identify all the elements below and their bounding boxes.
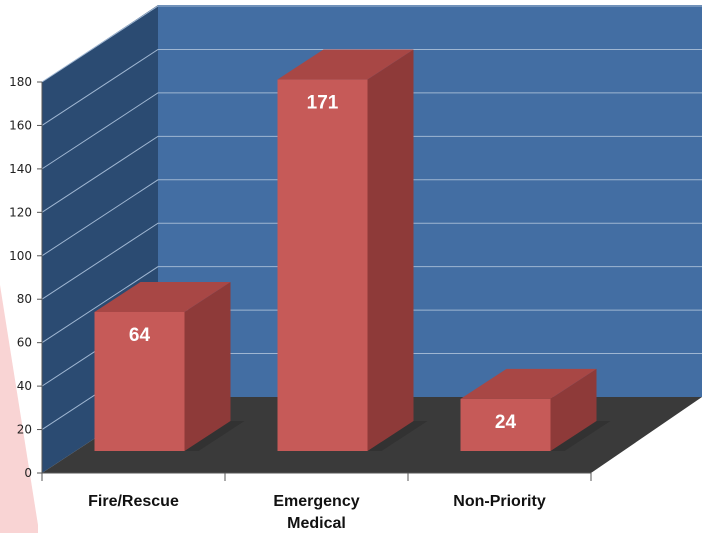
gridline	[41, 135, 702, 213]
bar-front	[94, 311, 185, 451]
y-tick-label: 40	[17, 379, 32, 393]
y-tick-label: 140	[9, 162, 32, 176]
bar-side	[367, 49, 414, 452]
chart-back-wall	[158, 5, 702, 397]
gridlines	[41, 5, 702, 430]
x-category-label: Emergency Medical	[273, 493, 359, 532]
decorative-stripe	[0, 285, 38, 533]
y-tick-label: 100	[9, 249, 32, 263]
y-tick-label: 180	[9, 75, 32, 89]
bar-top	[94, 281, 231, 312]
y-tick-label: 0	[24, 466, 32, 480]
y-tick-label: 80	[17, 292, 32, 306]
y-tick-label: 160	[9, 118, 32, 132]
bar-shadow	[550, 421, 611, 451]
y-tick-label: 20	[17, 423, 32, 437]
x-category-label: Non-Priority	[453, 493, 546, 510]
gridline	[41, 92, 702, 170]
bar-front	[460, 398, 551, 451]
gridline	[41, 48, 702, 126]
x-category-label: Fire/Rescue	[88, 493, 179, 510]
bar-front	[277, 79, 368, 452]
gridline	[41, 179, 702, 257]
data-label: 171	[307, 93, 339, 114]
gridline	[41, 266, 702, 344]
bar-shadow	[184, 421, 245, 451]
bar: 64	[94, 281, 245, 451]
y-tick-label: 60	[17, 336, 32, 350]
bar-shadow	[367, 421, 428, 451]
bars: 64 171 24	[94, 49, 611, 452]
data-label: 24	[495, 412, 517, 433]
gridline	[41, 222, 702, 300]
bar-top	[460, 368, 597, 399]
data-label: 64	[129, 325, 151, 346]
bar-top	[277, 49, 414, 80]
y-tick-label: 120	[9, 205, 32, 219]
x-axis: Fire/Rescue Emergency Medical Non-Priority	[41, 472, 592, 532]
bar: 24	[460, 368, 611, 451]
bar-side	[550, 368, 597, 451]
gridline	[41, 5, 702, 83]
bar-side	[184, 281, 231, 451]
y-axis: 0 20 40 60 80 100 120 140 160 180	[9, 75, 43, 481]
bar: 171	[277, 49, 428, 452]
